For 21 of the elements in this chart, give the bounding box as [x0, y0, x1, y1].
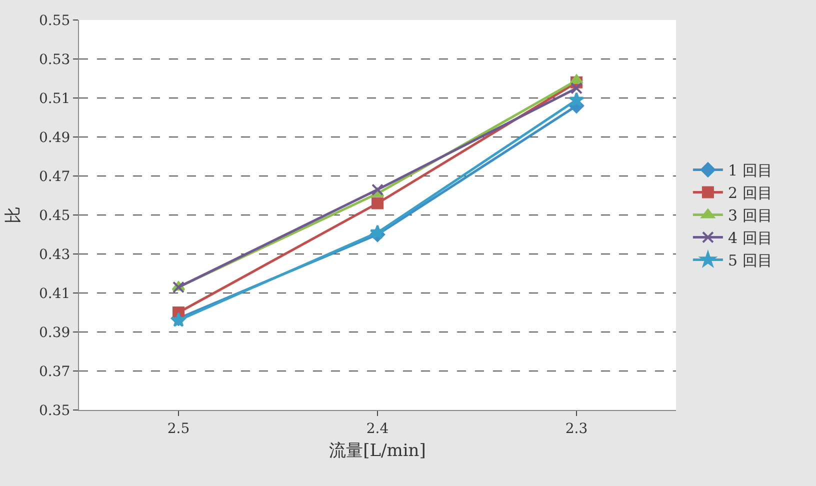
legend-label: 4 回目	[728, 229, 772, 248]
x-axis-title: 流量[L/min]	[329, 441, 426, 462]
y-tick-label: 0.47	[39, 168, 70, 185]
legend-label: 3 回目	[728, 206, 772, 225]
y-tick-label: 0.49	[39, 130, 70, 146]
x-tick-label: 2.4	[366, 420, 389, 437]
y-tick-label: 0.53	[39, 52, 70, 68]
legend-label: 1 回目	[728, 162, 772, 180]
y-tick-label: 0.35	[39, 402, 70, 419]
y-tick-label: 0.39	[39, 324, 70, 341]
y-axis-title: 比	[4, 206, 24, 224]
x-tick-label: 2.5	[167, 420, 190, 437]
y-tick-label: 0.55	[39, 12, 70, 29]
legend-label: 5 回目	[728, 252, 772, 270]
y-tick-label: 0.45	[39, 208, 70, 224]
legend-label: 2 回目	[728, 184, 772, 202]
y-tick-label: 0.37	[39, 364, 70, 380]
y-tick-label: 0.51	[39, 90, 70, 107]
y-tick-label: 0.41	[39, 286, 70, 302]
x-tick-label: 2.3	[565, 420, 588, 437]
y-tick-label: 0.43	[39, 246, 70, 263]
